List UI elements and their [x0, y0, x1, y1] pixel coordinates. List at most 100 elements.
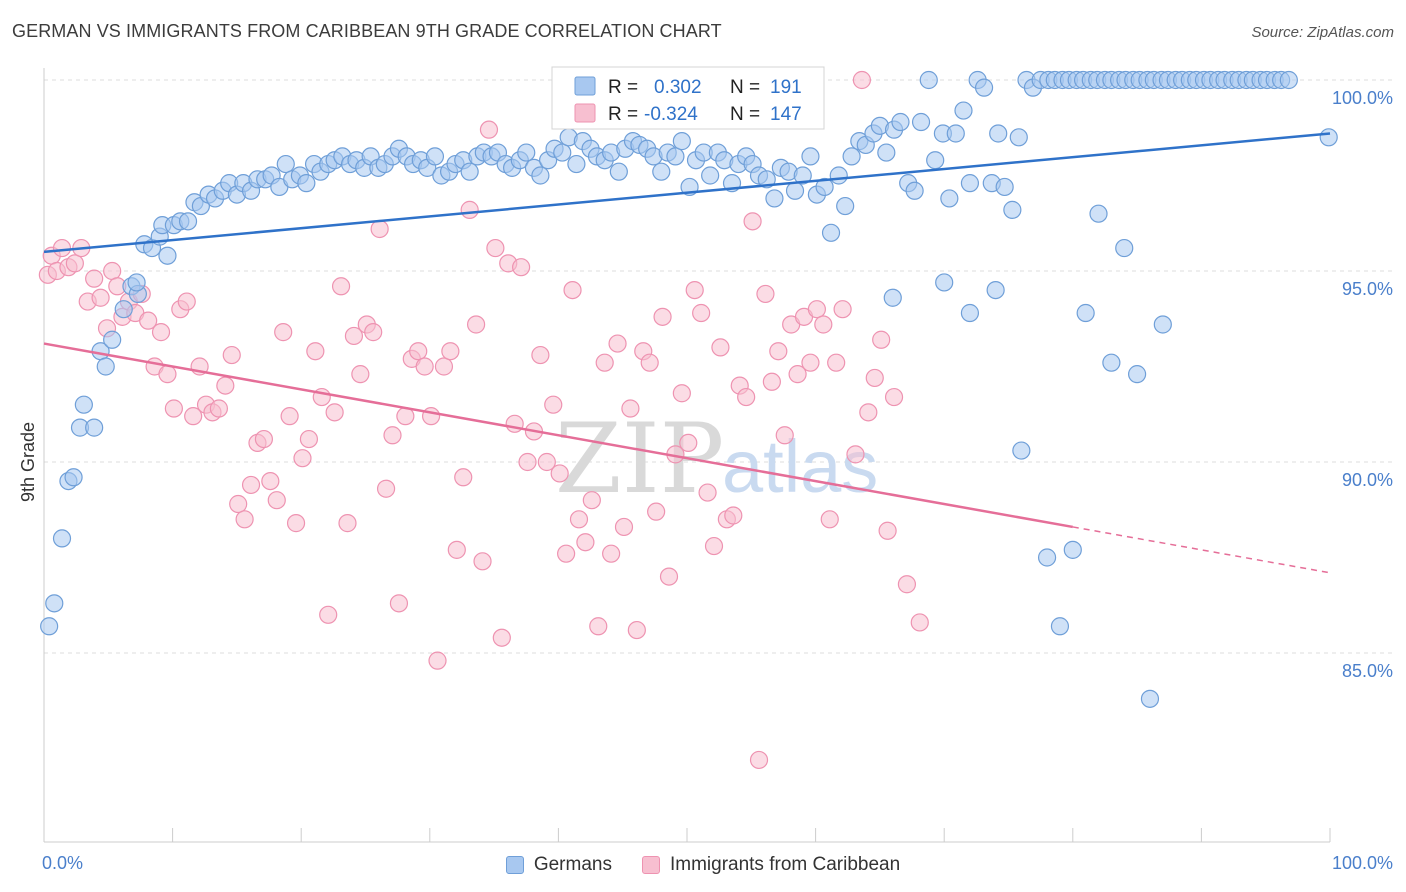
legend-item-caribbean: Immigrants from Caribbean: [641, 854, 901, 876]
caribbean-point-68: [466, 315, 486, 334]
germans-point-180: [883, 288, 902, 307]
germans-point-125: [905, 181, 924, 200]
germans-point-185: [1037, 548, 1057, 567]
legend-n-value-2: 147: [770, 104, 802, 125]
caribbean-point-67: [460, 200, 479, 219]
legend-n-label-2: N =: [730, 104, 760, 125]
caribbean-point-127: [852, 70, 871, 90]
germans-point-138: [995, 177, 1014, 197]
caribbean-point-87: [589, 617, 608, 636]
germans-point-189: [1102, 353, 1121, 372]
caribbean-point-105: [704, 536, 724, 556]
caribbean-point-52: [364, 323, 383, 342]
germans-point-96: [701, 166, 720, 185]
germans-point-92: [672, 132, 691, 151]
caribbean-point-101: [679, 433, 698, 452]
legend-item-germans: Germans: [505, 854, 612, 876]
y-tick-0: 100.0%: [1332, 88, 1393, 108]
germans-point-137: [989, 124, 1008, 143]
caribbean-point-108: [724, 506, 743, 525]
y-tick-2: 90.0%: [1342, 470, 1393, 490]
germans-point-192: [1140, 689, 1160, 708]
x-tick-labels: 0.0% 100.0%: [42, 853, 1393, 873]
germans-point-83: [609, 162, 628, 181]
caribbean-point-63: [434, 357, 454, 376]
caribbean-point-40: [286, 514, 306, 533]
caribbean-point-32: [235, 510, 254, 529]
germans-point-36: [276, 154, 295, 174]
germans-point-132: [954, 101, 973, 120]
caribbean-point-89: [602, 544, 621, 563]
germans-point-9: [96, 357, 115, 376]
caribbean-point-61: [421, 407, 441, 426]
germans-point-186: [1050, 617, 1070, 636]
trend-line-caribbean: [43, 342, 1074, 529]
caribbean-point-95: [640, 353, 659, 372]
trend-line-caribbean-extension: [1072, 526, 1331, 574]
caribbean-point-121: [807, 300, 826, 319]
germans-point-121: [877, 143, 896, 162]
legend-r-label-1: R =: [608, 77, 638, 98]
watermark: ZIP atlas: [555, 403, 878, 515]
germans-point-182: [960, 303, 980, 323]
x-tick-0: 0.0%: [42, 853, 83, 873]
germans-point-133: [960, 174, 980, 193]
caribbean-point-122: [814, 315, 833, 334]
germans-point-181: [935, 273, 954, 292]
germans-point-2: [52, 529, 72, 548]
germans-point-0: [40, 617, 59, 636]
caribbean-point-33: [241, 475, 261, 495]
legend-label-caribbean: Immigrants from Caribbean: [669, 854, 901, 875]
caribbean-point-125: [833, 300, 852, 319]
caribbean-point-30: [222, 345, 241, 365]
legend-swatch-germans: [505, 856, 524, 874]
caribbean-point-49: [344, 326, 364, 346]
caribbean-point-71: [486, 238, 505, 258]
germans-point-110: [801, 147, 820, 166]
caribbean-point-70: [479, 120, 499, 139]
caribbean-point-11: [103, 261, 122, 281]
germans-point-128: [926, 151, 945, 170]
germans-point-39: [297, 174, 316, 193]
caribbean-point-111: [743, 212, 762, 231]
caribbean-point-31: [229, 494, 248, 514]
caribbean-point-133: [897, 575, 917, 594]
caribbean-point-84: [569, 510, 589, 529]
caribbean-point-91: [614, 517, 634, 537]
caribbean-point-20: [158, 365, 177, 384]
germans-point-75: [553, 143, 572, 162]
series-legend: Germans Immigrants from Caribbean: [0, 852, 1406, 878]
caribbean-point-134: [910, 613, 929, 632]
caribbean-point-23: [177, 292, 196, 311]
caribbean-point-28: [209, 399, 228, 418]
caribbean-point-3: [52, 238, 72, 258]
germans-point-6: [74, 395, 93, 414]
caribbean-point-79: [537, 452, 556, 472]
caribbean-point-69: [473, 552, 492, 571]
caribbean-point-115: [769, 342, 788, 361]
caribbean-point-42: [299, 429, 319, 449]
trend-lines: [43, 132, 1331, 574]
caribbean-point-56: [389, 594, 409, 613]
caribbean-point-123: [820, 510, 839, 529]
caribbean-point-103: [692, 303, 711, 323]
germans-point-57: [425, 147, 445, 166]
legend-n-label-1: N =: [730, 77, 760, 98]
germans-point-77: [567, 154, 586, 174]
caribbean-point-39: [280, 407, 299, 426]
germans-point-1: [45, 594, 64, 613]
caribbean-point-118: [788, 365, 807, 384]
caribbean-point-124: [827, 353, 846, 372]
germans-point-4: [64, 468, 83, 487]
caribbean-point-45: [319, 605, 338, 624]
germans-point-116: [842, 147, 861, 166]
x-tick-100: 100.0%: [1332, 853, 1393, 873]
germans-point-123: [891, 112, 910, 132]
germans-point-183: [986, 281, 1005, 300]
caribbean-point-112: [749, 750, 769, 770]
axes: [43, 68, 1331, 843]
caribbean-point-50: [351, 365, 370, 384]
caribbean-point-55: [383, 426, 402, 445]
caribbean-point-104: [698, 483, 717, 502]
germans-point-190: [1127, 365, 1147, 384]
